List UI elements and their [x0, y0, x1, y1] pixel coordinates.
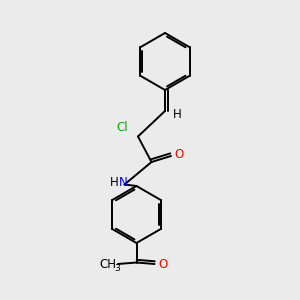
Text: Cl: Cl	[117, 121, 128, 134]
Text: H: H	[173, 107, 182, 121]
Text: CH: CH	[100, 258, 117, 271]
Text: 3: 3	[114, 264, 120, 273]
Text: H: H	[110, 176, 118, 189]
Text: O: O	[175, 148, 184, 161]
Text: N: N	[118, 176, 127, 189]
Text: O: O	[158, 258, 167, 271]
